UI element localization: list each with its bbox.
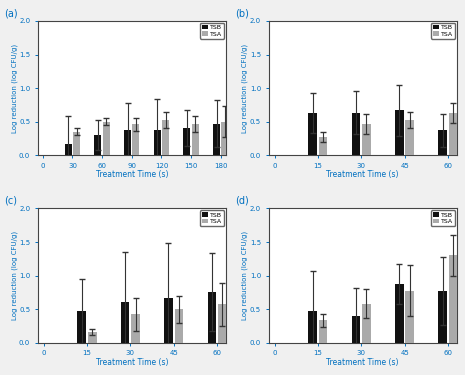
Y-axis label: Log reduction (log CFU/g): Log reduction (log CFU/g): [11, 231, 18, 320]
Bar: [362, 304, 371, 343]
Bar: [218, 304, 226, 343]
Bar: [65, 144, 72, 155]
Bar: [162, 120, 169, 155]
X-axis label: Treatment Time (s): Treatment Time (s): [95, 358, 168, 367]
Text: (d): (d): [235, 196, 249, 206]
Y-axis label: Log reduction (log CFU/g): Log reduction (log CFU/g): [11, 44, 18, 133]
Bar: [308, 311, 317, 343]
Bar: [395, 284, 404, 343]
Bar: [449, 113, 458, 155]
Bar: [352, 113, 360, 155]
Bar: [207, 292, 216, 343]
Bar: [405, 291, 414, 343]
Bar: [221, 122, 228, 155]
Text: (c): (c): [4, 196, 17, 206]
Bar: [308, 113, 317, 155]
Bar: [184, 128, 191, 155]
Bar: [438, 291, 447, 343]
Bar: [78, 311, 86, 343]
Bar: [174, 309, 183, 343]
Bar: [362, 124, 371, 155]
X-axis label: Treatment Time (s): Treatment Time (s): [326, 170, 399, 179]
Bar: [94, 135, 101, 155]
Bar: [319, 137, 327, 155]
Bar: [405, 120, 414, 155]
Legend: TSB, TSA: TSB, TSA: [431, 210, 455, 226]
Bar: [319, 321, 327, 343]
Text: (b): (b): [235, 8, 249, 18]
X-axis label: Treatment Time (s): Treatment Time (s): [326, 358, 399, 367]
Text: (a): (a): [4, 8, 18, 18]
X-axis label: Treatment Time (s): Treatment Time (s): [95, 170, 168, 179]
Bar: [121, 302, 129, 343]
Bar: [192, 124, 199, 155]
Bar: [103, 122, 110, 155]
Bar: [438, 130, 447, 155]
Bar: [131, 315, 140, 343]
Bar: [73, 132, 80, 155]
Legend: TSB, TSA: TSB, TSA: [431, 23, 455, 39]
Legend: TSB, TSA: TSB, TSA: [200, 23, 224, 39]
Bar: [124, 130, 131, 155]
Bar: [88, 332, 97, 343]
Bar: [213, 124, 220, 155]
Bar: [164, 298, 173, 343]
Bar: [133, 124, 139, 155]
Bar: [395, 110, 404, 155]
Bar: [352, 316, 360, 343]
Y-axis label: Log reduction (log CFU/g): Log reduction (log CFU/g): [242, 44, 248, 133]
Bar: [154, 130, 161, 155]
Y-axis label: Log reduction (log CFU/g): Log reduction (log CFU/g): [242, 231, 248, 320]
Legend: TSB, TSA: TSB, TSA: [200, 210, 224, 226]
Bar: [449, 255, 458, 343]
